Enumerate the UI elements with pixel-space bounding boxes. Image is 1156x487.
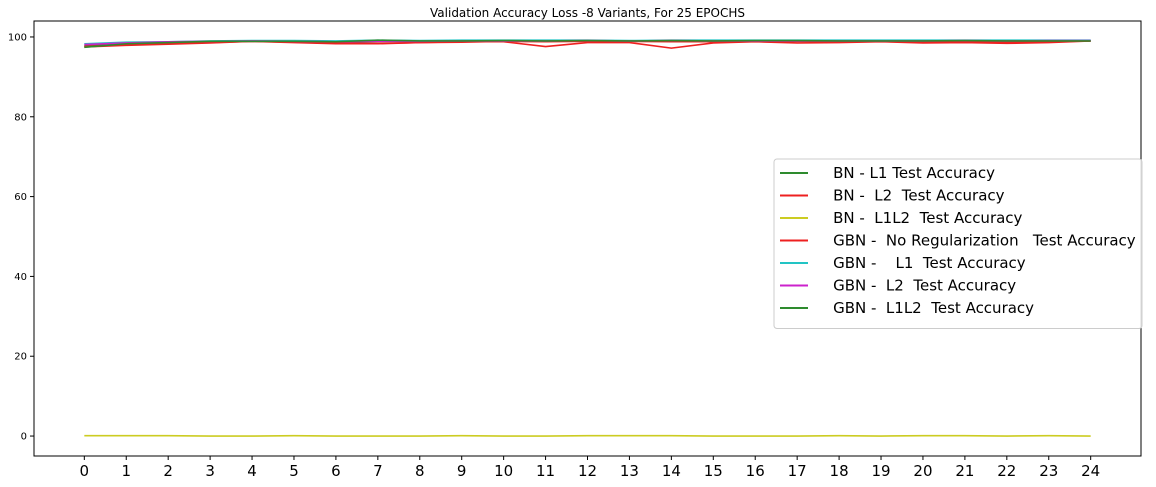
x-tick-label: 9 bbox=[457, 462, 467, 480]
x-tick-label: 10 bbox=[494, 462, 513, 480]
x-tick-label: 1 bbox=[121, 462, 131, 480]
x-tick-label: 16 bbox=[746, 462, 765, 480]
x-tick-label: 7 bbox=[373, 462, 383, 480]
legend-label: BN - L1 Test Accuracy bbox=[814, 164, 995, 182]
x-tick-label: 20 bbox=[913, 462, 932, 480]
x-tick-label: 13 bbox=[620, 462, 639, 480]
y-tick-label: 0 bbox=[21, 432, 27, 443]
x-tick-label: 17 bbox=[788, 462, 807, 480]
legend-label: GBN - L2 Test Accuracy bbox=[814, 277, 1016, 295]
legend-box bbox=[773, 158, 1143, 329]
x-tick-label: 4 bbox=[247, 462, 257, 480]
x-tick-label: 18 bbox=[830, 462, 849, 480]
x-tick-label: 6 bbox=[331, 462, 341, 480]
x-tick-label: 8 bbox=[415, 462, 425, 480]
series-line-7 bbox=[84, 39, 1091, 49]
legend: BN - L1 Test Accuracy BN - L2 Test Accur… bbox=[773, 158, 1143, 329]
x-tick-label: 3 bbox=[205, 462, 215, 480]
x-tick-label: 11 bbox=[536, 462, 555, 480]
y-tick-label: 100 bbox=[8, 32, 27, 43]
x-tick-label: 23 bbox=[1039, 462, 1058, 480]
y-tick-label: 80 bbox=[14, 112, 27, 123]
y-tick-label: 60 bbox=[14, 192, 27, 203]
x-tick-label: 19 bbox=[871, 462, 890, 480]
legend-label: BN - L2 Test Accuracy bbox=[814, 187, 1005, 205]
x-tick-label: 21 bbox=[955, 462, 974, 480]
x-tick-label: 0 bbox=[80, 462, 90, 480]
y-tick-label: 20 bbox=[14, 352, 27, 363]
x-tick-label: 2 bbox=[163, 462, 173, 480]
x-tick-label: 12 bbox=[578, 462, 597, 480]
x-tick-label: 24 bbox=[1081, 462, 1100, 480]
x-tick-label: 5 bbox=[289, 462, 299, 480]
x-tick-label: 22 bbox=[997, 462, 1016, 480]
series-layer bbox=[84, 39, 1091, 437]
chart-title: Validation Accuracy Loss -8 Variants, Fo… bbox=[430, 6, 745, 20]
legend-label: GBN - L1 Test Accuracy bbox=[814, 254, 1026, 272]
legend-label: GBN - L1L2 Test Accuracy bbox=[814, 299, 1034, 317]
x-tick-label: 15 bbox=[704, 462, 723, 480]
legend-label: GBN - No Regularization Test Accuracy bbox=[814, 232, 1136, 250]
legend-label: BN - L1L2 Test Accuracy bbox=[814, 209, 1023, 227]
y-tick-label: 40 bbox=[14, 272, 27, 283]
x-tick-label: 14 bbox=[662, 462, 681, 480]
